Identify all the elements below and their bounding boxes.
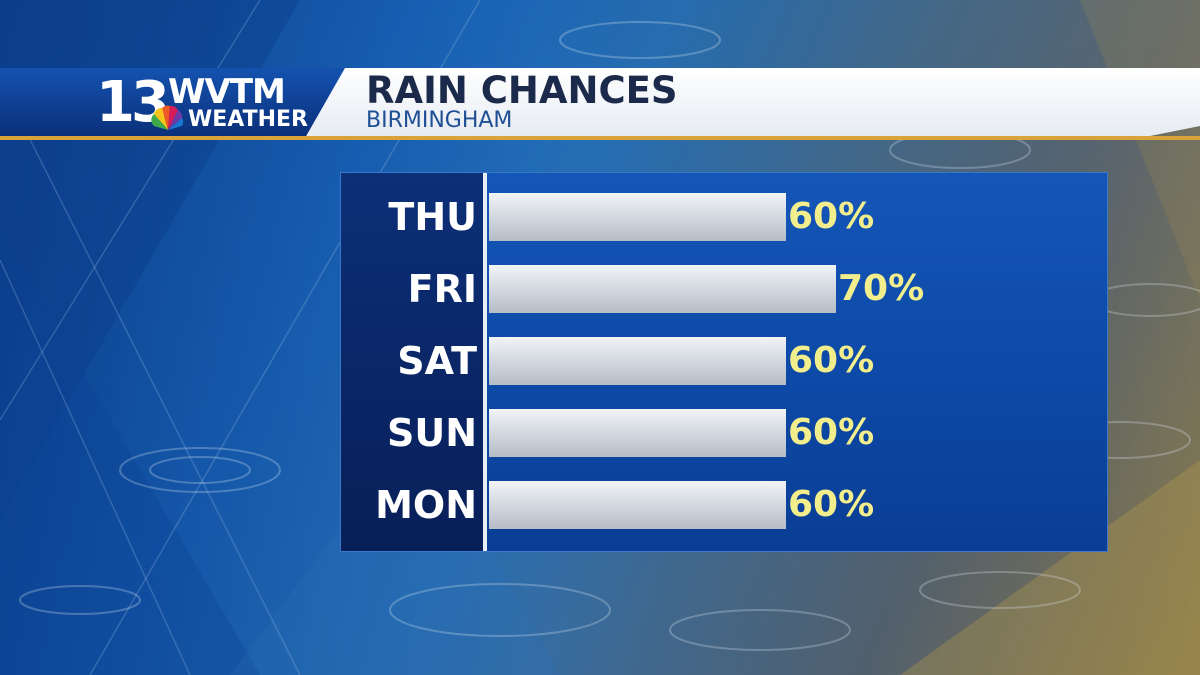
- day-label-fri: FRI: [407, 267, 477, 311]
- value-label-mon: 60%: [788, 484, 875, 525]
- bar-sat: [489, 337, 786, 385]
- station-weather-brand: WEATHER: [188, 107, 309, 132]
- header-band: [0, 68, 1200, 140]
- bar-sun: [489, 409, 786, 457]
- rain-chance-chart: THU 60% FRI 70% SAT 60% SUN 60% MON 60%: [340, 172, 1108, 552]
- page-subtitle: BIRMINGHAM: [366, 108, 513, 133]
- day-label-sun: SUN: [386, 411, 477, 455]
- axis-divider: [483, 173, 487, 551]
- station-call-letters: WVTM: [168, 72, 286, 112]
- value-label-sun: 60%: [788, 412, 875, 453]
- day-label-mon: MON: [375, 483, 477, 527]
- bar-thu: [489, 193, 786, 241]
- bar-mon: [489, 481, 786, 529]
- day-label-sat: SAT: [397, 339, 477, 383]
- bar-fri: [489, 265, 836, 313]
- day-label-thu: THU: [388, 195, 477, 239]
- day-label-column: [341, 173, 483, 551]
- peacock-icon: [151, 105, 184, 130]
- value-label-thu: 60%: [788, 196, 875, 237]
- page-title: RAIN CHANCES: [366, 69, 678, 112]
- value-label-sat: 60%: [788, 340, 875, 381]
- value-label-fri: 70%: [838, 268, 925, 309]
